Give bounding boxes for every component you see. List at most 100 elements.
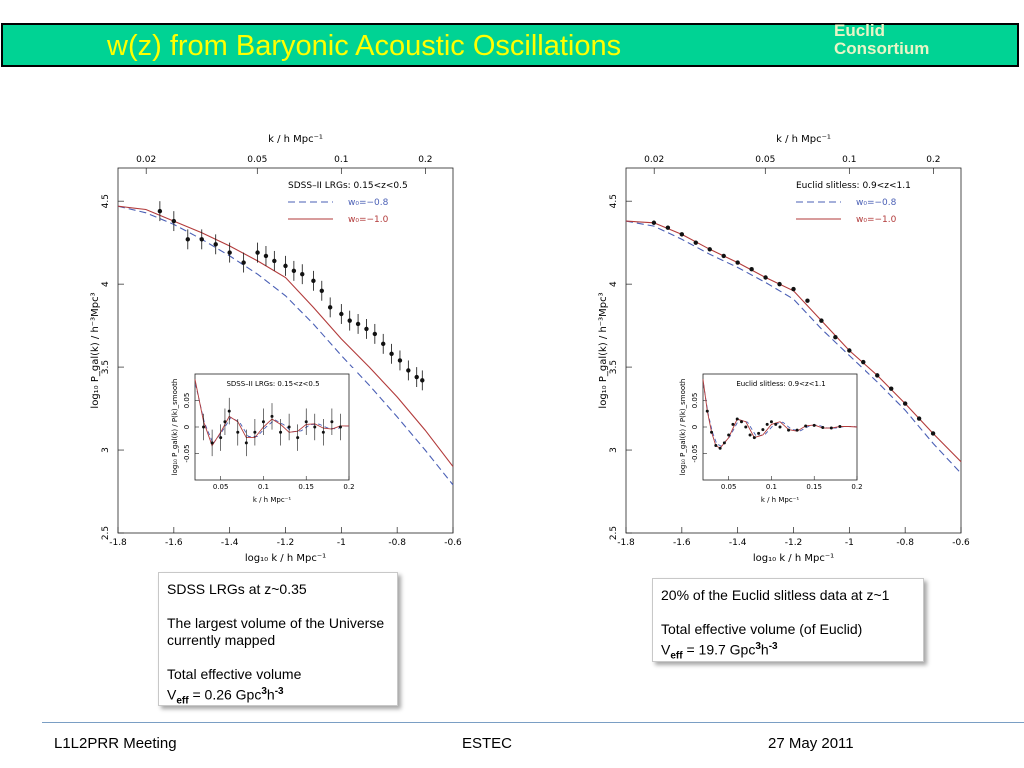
sdss-xtick-label: -1.6 [165,538,183,548]
sdss-data-point [420,378,425,383]
euclid-data-point [777,281,782,287]
sdss-inset-data-point [287,425,291,429]
footer-location: ESTEC [462,735,513,752]
euclid-toptick-label: 0.1 [842,155,856,165]
euclid-inset-xtick-label: 0.2 [851,483,862,491]
euclid-xtick-label: -0.6 [952,538,970,548]
euclid-data-point [861,359,866,365]
sdss-data-point [364,326,369,332]
euclid-inset-data-point [735,417,739,421]
euclid-inset-data-point [714,444,718,448]
sdss-xtick-label: -1.4 [221,538,239,548]
euclid-inset-data-point [757,431,761,435]
sdss-veff-value: = 0.26 Gpc [188,686,262,703]
euclid-inset-data-point [769,420,773,424]
sdss-legend-label-0: w₀=−0.8 [348,198,389,208]
sdss-inset-data-point [253,430,257,434]
sdss-note-line-2: The largest volume of the Universe curre… [167,615,385,648]
sdss-note-line-3: Total effective volume Veff = 0.26 Gpc3h… [167,666,389,709]
sdss-chart-svg: -1.8 -1.6 -1.4 -1.2 -1 -0.8 -0.6 2.5 3 3.5 4 4.5 0.0… [90,134,462,564]
sdss-xtick-label: -1.2 [277,538,295,548]
euclid-inset-data-point [727,433,731,437]
sdss-legend-label-1: w₀=−1.0 [348,215,389,225]
euclid-data-point [735,260,740,265]
sdss-data-point [311,278,316,284]
sdss-note-volume-label: Total effective volume [167,666,302,682]
euclid-data-point [749,267,754,272]
consortium-line-1: Euclid [834,21,886,40]
sdss-inset-xtick-label: 0.1 [258,483,269,491]
sdss-inset-data-point [321,430,325,434]
euclid-inset-data-point [765,422,769,426]
sdss-data-point [339,311,344,317]
footer-divider [42,722,1024,723]
euclid-xtick-label: -0.8 [896,538,914,548]
euclid-inset-title: Euclid slitless: 0.9<z<1.1 [736,380,825,388]
euclid-inset-data-point [740,420,743,424]
sdss-legend-title: SDSS–II LRGs: 0.15<z<0.5 [288,181,408,191]
euclid-data-point [651,220,657,225]
euclid-xtick-label: -1.2 [785,538,803,548]
euclid-xtick-label: -1 [845,538,854,548]
euclid-veff-symbol: V [661,641,671,658]
sdss-note-box: SDSS LRGs at z~0.35 The largest volume o… [158,572,398,706]
euclid-inset-data-point [752,436,756,440]
sdss-xtick-label: -0.6 [444,538,462,548]
sdss-veff-unit: h [266,686,275,703]
euclid-inset-xtick-label: 0.05 [721,483,737,491]
sdss-inset-xtick-label: 0.2 [343,483,354,491]
sdss-data-point [389,351,394,357]
sdss-data-point [213,242,218,247]
sdss-data-point [157,208,163,214]
euclid-note-box: 20% of the Euclid slitless data at z~1 T… [652,578,924,662]
sdss-power-spectrum-chart: -1.8 -1.6 -1.4 -1.2 -1 -0.8 -0.6 2.5 3 3.5 4 4.5 0.0… [88,128,468,568]
sdss-data-point [291,268,297,274]
euclid-veff-value: = 19.7 Gpc [682,641,756,658]
sdss-data-point [397,358,403,363]
sdss-data-point [171,218,177,224]
euclid-inset-ytick-label: 0.05 [691,393,699,409]
euclid-veff-exp1: 3 [755,641,761,652]
sdss-data-point [199,237,204,242]
sdss-xtick-label: -1 [337,538,346,548]
sdss-inset-y-label: log₁₀ P_gal(k) / P(k)_smooth [171,379,179,476]
sdss-inset-x-label: k / h Mpc⁻¹ [253,496,292,504]
sdss-data-point [272,258,277,264]
sdss-xtick-label: -0.8 [388,538,406,548]
sdss-ytick-label: 3 [101,447,111,453]
euclid-toptick-label: 0.05 [755,155,775,165]
sdss-top-axis-label: k / h Mpc⁻¹ [268,134,323,145]
euclid-inset-x-label: k / h Mpc⁻¹ [761,496,800,504]
euclid-data-point [889,386,894,391]
euclid-power-spectrum-chart: -1.8 -1.6 -1.4 -1.2 -1 -0.8 -0.6 2.5 3 3.5 4 4.5 0.0… [596,128,976,568]
euclid-data-point [847,348,852,353]
sdss-toptick-label: 0.05 [247,155,267,165]
euclid-data-point [791,286,796,292]
consortium-logo-text: Euclid Consortium [834,22,929,58]
euclid-inset-curve-w10 [702,379,858,449]
euclid-xtick-label: -1.6 [673,538,691,548]
euclid-veff-unit: h [760,641,769,658]
sdss-x-axis-label: log₁₀ k / h Mpc⁻¹ [245,553,326,564]
sdss-data-point [227,250,232,255]
sdss-inset-data-point [219,436,223,440]
sdss-data-point [300,271,305,277]
sdss-data-point [263,253,269,259]
sdss-data-point [414,374,419,380]
sdss-data-point [241,260,246,265]
footer-meeting: L1L2PRR Meeting [54,735,177,752]
sdss-inset-data-point [304,420,308,424]
euclid-inset-background [677,368,865,510]
sdss-toptick-label: 0.1 [334,155,348,165]
slide-title: w(z) from Baryonic Acoustic Oscillations [107,30,622,62]
euclid-data-point [665,225,671,230]
euclid-ytick-label: 2.5 [609,526,619,540]
sdss-inset-data-point [270,414,274,418]
euclid-data-point [930,431,936,436]
sdss-inset-curve-w08 [195,383,349,445]
euclid-inset-data-point [838,424,842,428]
euclid-legend-label-1: w₀=−1.0 [856,215,897,225]
sdss-data-point [355,321,361,327]
euclid-data-point [902,401,908,406]
sdss-data-point [381,341,386,347]
